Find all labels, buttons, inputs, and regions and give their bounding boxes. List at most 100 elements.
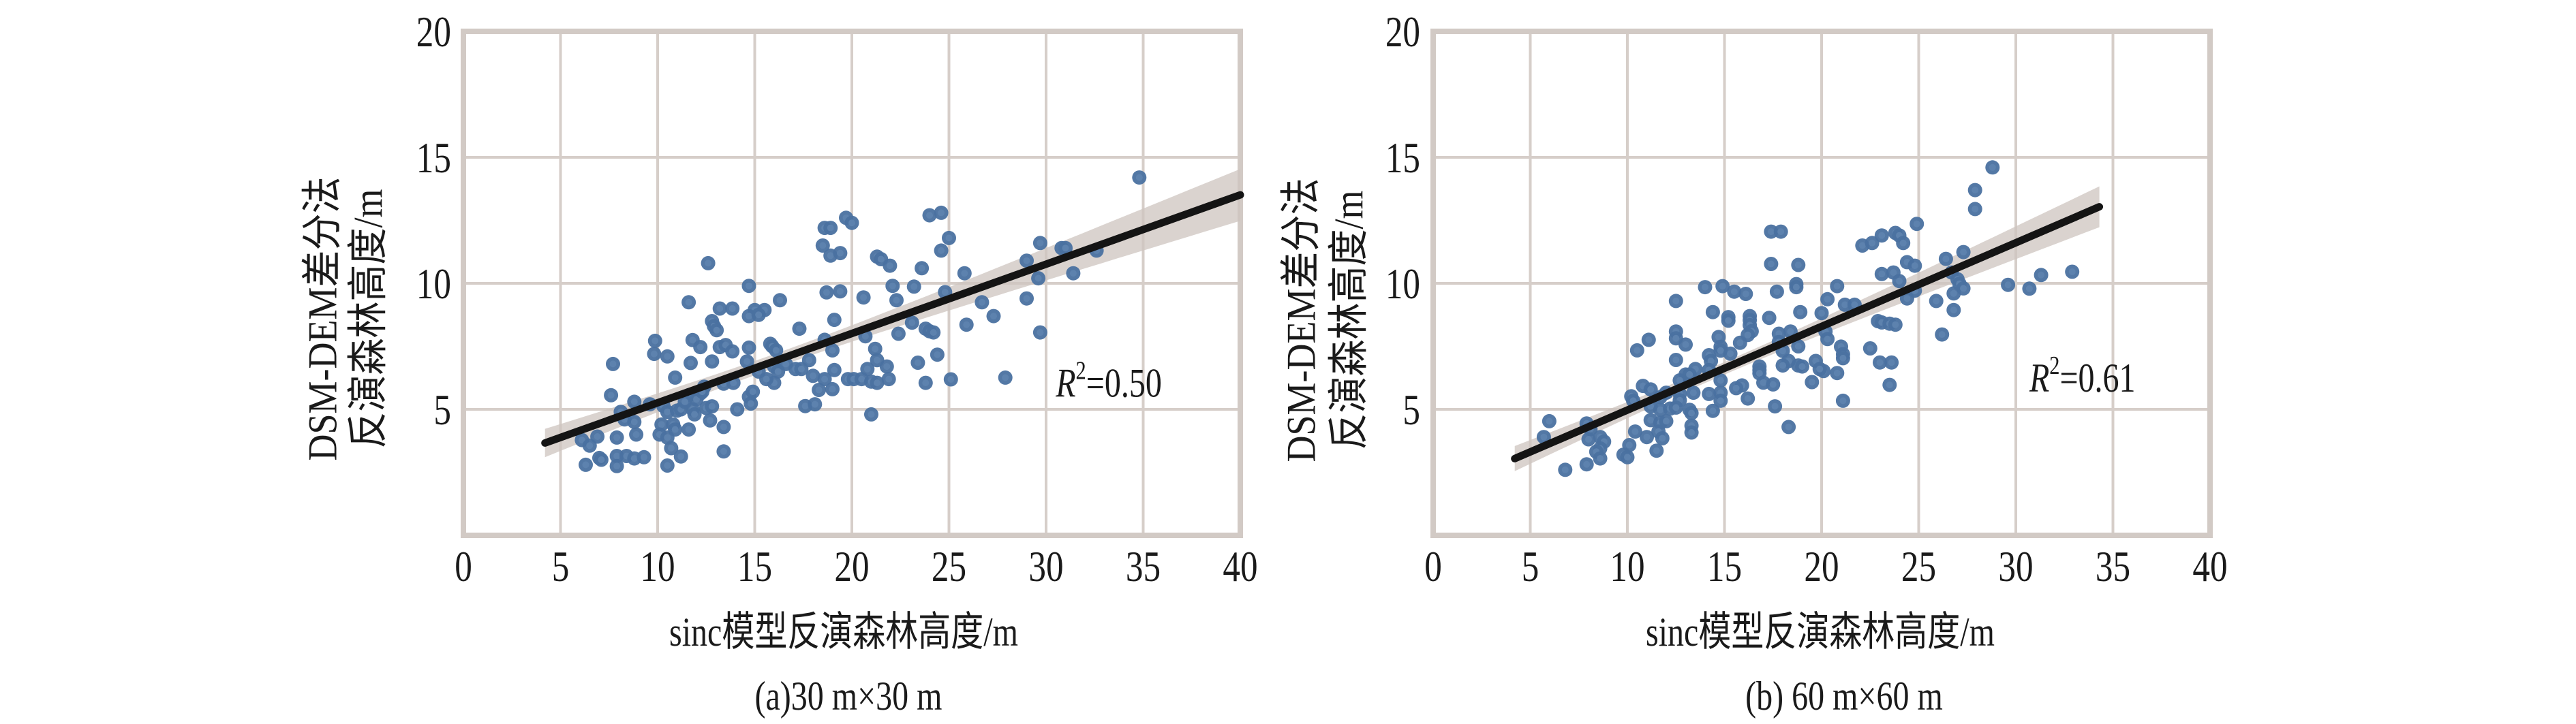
scatter-point-center	[651, 337, 659, 345]
scatter-point	[864, 407, 878, 422]
scatter-point	[1967, 202, 1982, 217]
scatter-point-center	[1657, 406, 1664, 413]
y-tick-label: 10	[1385, 259, 1420, 309]
x-axis-label: sinc模型反演森林高度/m	[1646, 610, 1995, 655]
scatter-point-center	[658, 421, 665, 428]
x-tick-label: 35	[2096, 542, 2130, 591]
scatter-point	[609, 430, 624, 445]
scatter-point-center	[1625, 441, 1633, 449]
scatter-point-center	[772, 347, 780, 354]
scatter-point-center	[941, 288, 949, 296]
scatter-point-center	[1779, 362, 1786, 369]
scatter-point-center	[609, 360, 617, 368]
scatter-point-center	[664, 434, 671, 441]
scatter-point-center	[1672, 334, 1680, 342]
scatter-point	[1830, 279, 1845, 294]
scatter-point-center	[713, 326, 720, 334]
scatter-point	[681, 422, 696, 437]
scatter-point	[1715, 279, 1730, 294]
scatter-point	[986, 309, 1001, 324]
scatter-point-center	[685, 426, 692, 433]
scatter-point	[647, 347, 662, 362]
scatter-point	[879, 359, 894, 374]
y-axis-label: DSM-DEM差分法 反演森林高度/m	[301, 177, 391, 461]
scatter-point	[1882, 377, 1897, 392]
scatter-point	[739, 354, 754, 369]
scatter-point	[915, 261, 930, 276]
y-axis-label-line2: 反演森林高度/m	[1327, 191, 1372, 450]
y-tick-label: 15	[1385, 133, 1420, 183]
scatter-point-center	[1911, 262, 1918, 270]
scatter-point-center	[729, 305, 736, 312]
scatter-point-center	[667, 445, 675, 452]
scatter-point-center	[930, 329, 937, 336]
scatter-point	[934, 243, 949, 258]
scatter-point-center	[716, 305, 724, 312]
scatter-point-center	[1771, 403, 1779, 410]
scatter-point-center	[720, 447, 727, 455]
scatter-point	[1581, 432, 1596, 447]
scatter-point-center	[1540, 433, 1548, 441]
grid-layer	[461, 29, 1243, 538]
scatter-point	[833, 284, 848, 299]
scatter-point-center	[1705, 390, 1713, 398]
scatter-point	[1019, 253, 1034, 268]
scatter-point-center	[671, 426, 679, 433]
scatter-point-center	[908, 319, 916, 326]
scatter-point-center	[914, 359, 921, 366]
scatter-point	[1558, 462, 1573, 477]
scatter-point-center	[1841, 301, 1849, 309]
scatter-point	[1769, 284, 1784, 299]
scatter-point	[1620, 450, 1635, 465]
scatter-points	[574, 170, 1147, 473]
scatter-point	[1835, 393, 1850, 408]
scatter-point-center	[630, 398, 638, 405]
scatter-point-center	[1767, 260, 1775, 268]
scatter-point-center	[685, 298, 692, 306]
scatter-point-center	[1023, 257, 1030, 264]
scatter-point-center	[1972, 187, 1979, 194]
scatter-point	[1684, 406, 1699, 420]
scatter-point-center	[889, 282, 896, 289]
regression-line	[541, 191, 1244, 447]
scatter-point-center	[1672, 297, 1680, 304]
scatter-point	[1713, 373, 1728, 388]
scatter-point-center	[1585, 436, 1592, 443]
scatter-point	[716, 444, 731, 459]
scatter-point	[1702, 386, 1717, 401]
scatter-point-center	[1767, 228, 1775, 236]
scatter-point	[693, 340, 708, 355]
r2-value: =0.50	[1086, 360, 1162, 405]
scatter-point	[627, 394, 642, 409]
scatter-point-center	[1766, 314, 1773, 321]
scatter-point-center	[1950, 289, 1957, 297]
x-tick-label: 10	[1610, 542, 1644, 591]
scatter-point	[1946, 286, 1961, 301]
scatter-point	[705, 354, 720, 369]
plot-frame	[1430, 29, 2213, 538]
scatter-point-center	[749, 388, 756, 396]
scatter-point	[609, 458, 624, 473]
scatter-point-center	[1709, 407, 1717, 415]
scatter-point	[703, 413, 718, 428]
scatter-point-center	[848, 219, 855, 227]
scatter-point	[594, 452, 609, 467]
scatter-point	[1892, 274, 1907, 289]
scatter-point	[627, 415, 642, 429]
scatter-point	[1593, 451, 1608, 466]
scatter-point-center	[687, 359, 694, 366]
scatter-point	[856, 290, 871, 305]
scatter-point	[1698, 280, 1713, 295]
scatter-point-center	[1688, 429, 1696, 436]
x-tick-label: 5	[1522, 542, 1539, 591]
scatter-point-center	[1736, 339, 1744, 347]
scatter-point	[1019, 291, 1034, 306]
scatter-point	[705, 399, 720, 414]
scatter-point-center	[1034, 274, 1042, 282]
scatter-point-center	[926, 212, 933, 219]
scatter-point	[1956, 245, 1971, 259]
scatter-point	[629, 427, 644, 442]
scatter-point-center	[733, 406, 741, 413]
scatter-point-center	[1777, 228, 1785, 236]
scatter-point	[1766, 377, 1781, 392]
